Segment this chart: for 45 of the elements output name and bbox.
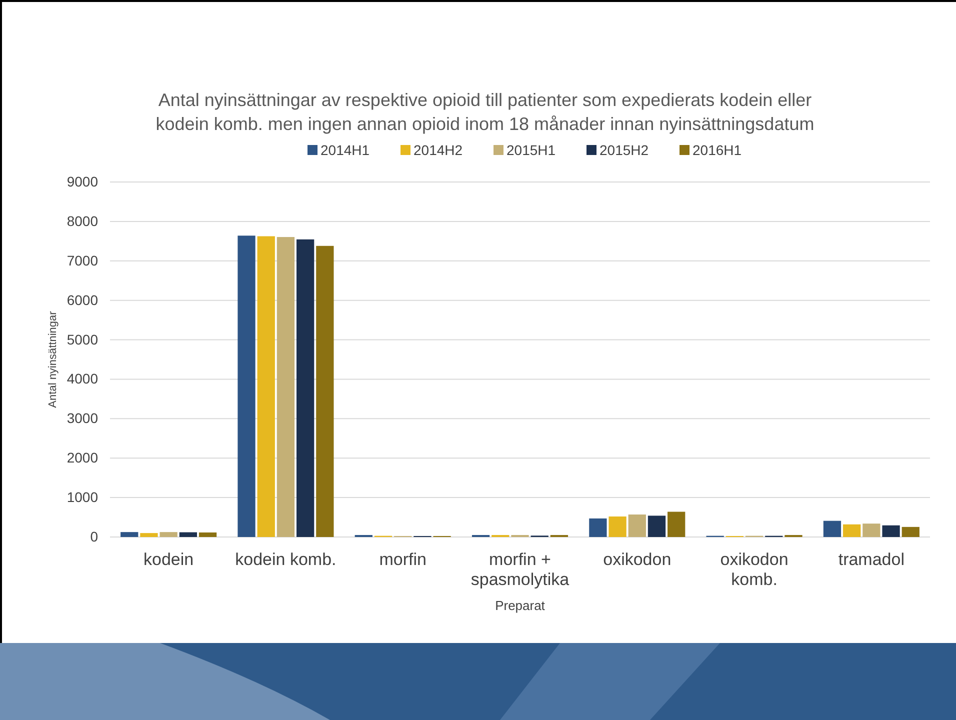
x-tick-label: tramadol <box>838 550 904 569</box>
bar <box>843 524 861 537</box>
x-axis-title: Preparat <box>495 598 546 613</box>
bar <box>296 239 314 537</box>
legend-label: 2015H1 <box>506 142 556 158</box>
y-tick-label: 6000 <box>66 292 98 308</box>
bar <box>316 246 334 537</box>
legend-label: 2014H1 <box>320 142 370 158</box>
y-tick-label: 9000 <box>66 173 98 190</box>
y-tick-label: 7000 <box>66 252 98 268</box>
bar <box>882 525 900 537</box>
bar <box>589 518 607 537</box>
bar <box>238 236 256 537</box>
bar <box>608 516 626 537</box>
y-tick-label: 0 <box>90 528 98 544</box>
bar <box>198 532 217 537</box>
y-tick-label: 4000 <box>66 370 98 387</box>
bar <box>648 516 666 537</box>
bar <box>668 512 686 537</box>
x-tick-label: morfin <box>379 550 426 569</box>
x-tick-label: kodein komb. <box>235 550 336 569</box>
bar <box>276 237 295 537</box>
legend-label: 2014H2 <box>414 142 463 158</box>
legend-label: 2015H2 <box>600 142 649 158</box>
y-tick-label: 2000 <box>66 450 98 466</box>
bar <box>902 526 920 537</box>
x-tick-label: oxikodon komb. <box>720 550 788 589</box>
bar <box>823 520 842 537</box>
y-tick-label: 3000 <box>66 410 98 426</box>
x-tick-label: oxikodon <box>603 550 672 569</box>
bar <box>140 533 158 537</box>
y-tick-label: 5000 <box>66 331 98 348</box>
y-axis-title: Antal nyinsättningar <box>47 310 59 408</box>
bar <box>120 532 138 537</box>
x-tick-label: kodein <box>144 550 194 569</box>
y-tick-label: 8000 <box>66 212 98 229</box>
bar <box>862 524 880 537</box>
bar <box>160 532 178 537</box>
chart-title: Antal nyinsättningar av respektive opioid till patienter som expedierats kodein eller kodein komb. men ingen annan opioid inom 18 månader innan nyinsättningsdatum <box>156 90 814 134</box>
bar <box>628 514 646 537</box>
y-tick-label: 1000 <box>66 489 98 506</box>
x-tick-label: morfin + spasmolytika <box>470 550 570 589</box>
legend-label: 2016H1 <box>692 142 742 158</box>
bar <box>257 236 275 537</box>
bar <box>179 532 197 537</box>
